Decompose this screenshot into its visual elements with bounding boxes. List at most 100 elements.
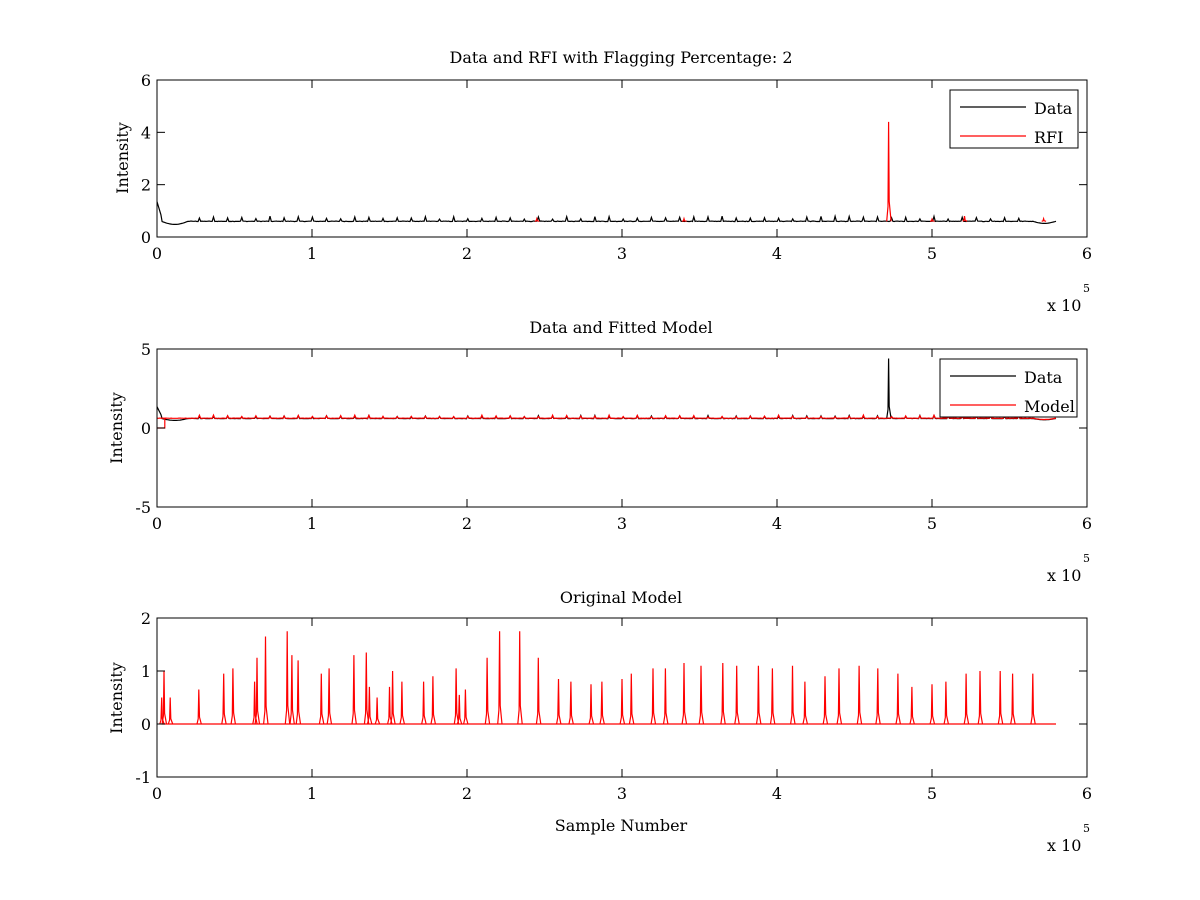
- panel-fitted-model-title: Data and Fitted Model: [529, 318, 712, 337]
- panel-rfi-xtick-label-2: 2: [462, 244, 472, 263]
- panel-original-model-series-model-spike-21: [421, 681, 427, 725]
- panel-rfi-ytick-label-3: 6: [141, 71, 151, 90]
- panel-rfi-series-rfi-spike-3: [681, 216, 687, 222]
- panel-original-model-series-model-spike-55: [977, 670, 984, 725]
- panel-fitted-model-xtick-label-0: 0: [152, 514, 162, 533]
- panel-original-model-xtick-label-1: 1: [307, 784, 317, 803]
- panel-rfi-xtick-label-4: 4: [772, 244, 782, 263]
- panel-original-model-xtick-label-5: 5: [927, 784, 937, 803]
- panel-original-model-series-model-spike-9: [284, 631, 291, 725]
- panel-original-model-series-model-spike-45: [802, 681, 808, 725]
- panel-original-model-series-model-spike-51: [909, 686, 915, 725]
- panel-original-model-series-model-spike-20: [399, 681, 405, 725]
- panel-original-model-series-model-spike-49: [875, 668, 881, 725]
- panel-rfi-xtick-label-5: 5: [927, 244, 937, 263]
- panel-fitted-model-ylabel: Intensity: [107, 392, 126, 464]
- panel-rfi-ytick-label-0: 0: [141, 228, 151, 247]
- panel-fitted-model-x-exponent-base: x 10: [1047, 566, 1081, 585]
- panel-rfi: Data and RFI with Flagging Percentage: 2…: [113, 48, 1092, 315]
- panel-original-model-series-model-spike-33: [599, 681, 605, 725]
- panel-original-model-series-model-spike-46: [822, 676, 829, 725]
- panel-original-model-series-model-spike-25: [463, 689, 469, 725]
- panel-original-model-series-model-spike-56: [997, 670, 1004, 725]
- panel-rfi-series-rfi-spike-1: [962, 216, 968, 222]
- panel-rfi-series-data: [157, 201, 1057, 225]
- panel-rfi-ytick-label-1: 2: [141, 176, 151, 195]
- panel-fitted-model-ytick-label-1: 0: [141, 419, 151, 438]
- panel-original-model: Original Model Intensity Sample Number 0…: [107, 588, 1092, 855]
- panel-original-model-series-model-spike-3: [196, 689, 202, 725]
- panel-original-model-series-model-spike-38: [681, 662, 688, 725]
- panel-original-model-ytick-label-0: -1: [135, 768, 151, 787]
- panel-original-model-series-model-spike-43: [769, 668, 776, 725]
- panel-original-model-ytick-label-1: 0: [141, 715, 151, 734]
- panel-rfi-legend-label-rfi: RFI: [1034, 128, 1063, 147]
- panel-original-model-series-model-spike-29: [535, 657, 542, 725]
- panel-rfi-xtick-label-3: 3: [617, 244, 627, 263]
- panel-original-model-series-model-spike-10: [289, 655, 295, 725]
- panel-original-model-plot-area: [159, 631, 1056, 725]
- panel-fitted-model-xtick-label-6: 6: [1082, 514, 1092, 533]
- panel-original-model-series-model-spike-12: [318, 673, 325, 725]
- panel-rfi-xtick-label-6: 6: [1082, 244, 1092, 263]
- panel-rfi-series-rfi-spike-0: [886, 121, 892, 222]
- panel-rfi-x-exponent-base: x 10: [1047, 296, 1081, 315]
- panel-rfi-legend: Data RFI: [949, 89, 1079, 149]
- panel-fitted-model-legend-label-data: Data: [1024, 368, 1063, 387]
- panel-original-model-series-model-spike-7: [254, 657, 261, 725]
- panel-original-model-series-model-spike-39: [698, 665, 705, 725]
- panel-original-model-series-model-spike-47: [836, 668, 843, 725]
- panel-original-model-series-model-spike-50: [895, 673, 901, 725]
- panel-rfi-series-rfi-spike-2: [534, 216, 540, 222]
- panel-original-model-series-model-spike-54: [963, 673, 970, 725]
- panel-original-model-x-exponent-base: x 10: [1047, 836, 1081, 855]
- panel-fitted-model-x-exponent-power: 5: [1083, 552, 1090, 565]
- panel-original-model-ylabel: Intensity: [107, 662, 126, 734]
- panel-original-model-series-model-spike-27: [497, 631, 503, 725]
- panel-fitted-model-xtick-label-2: 2: [462, 514, 472, 533]
- panel-fitted-model-xtick-label-1: 1: [307, 514, 317, 533]
- panel-original-model-series-model-spike-44: [790, 665, 796, 725]
- panel-original-model-series-model-spike-58: [1030, 673, 1036, 725]
- panel-original-model-series-model-spike-32: [588, 684, 595, 725]
- panel-rfi-xtick-label-1: 1: [307, 244, 317, 263]
- panel-rfi-title: Data and RFI with Flagging Percentage: 2: [449, 48, 792, 67]
- panel-original-model-series-model-spike-5: [230, 668, 236, 725]
- panel-original-model-series-model-spike-2: [167, 697, 174, 725]
- panel-original-model-series-model-spike-28: [517, 631, 523, 725]
- panel-original-model-series-model-spike-4: [221, 673, 227, 725]
- panel-original-model-series-model-spike-52: [929, 684, 936, 725]
- panel-original-model-title: Original Model: [560, 588, 682, 607]
- panel-original-model-series-model-spike-41: [734, 665, 740, 725]
- panel-original-model-series-model-spike-36: [650, 668, 657, 725]
- panel-rfi-x-exponent-power: 5: [1083, 282, 1090, 295]
- panel-original-model-series-model-spike-24: [456, 694, 463, 725]
- panel-fitted-model-legend-label-model: Model: [1024, 397, 1075, 416]
- panel-original-model-series-model-spike-16: [366, 686, 373, 725]
- panel-rfi-ylabel: Intensity: [113, 122, 132, 194]
- panel-rfi-plot-area: [157, 121, 1057, 225]
- panel-rfi-legend-box: [949, 89, 1079, 149]
- panel-fitted-model-plot-area: [157, 358, 1057, 429]
- panel-fitted-model-legend: Data Model: [939, 358, 1078, 418]
- panel-original-model-series-model-spike-57: [1010, 673, 1016, 725]
- panel-original-model-xtick-label-0: 0: [152, 784, 162, 803]
- panel-original-model-series-model-spike-26: [484, 657, 491, 725]
- panel-original-model-series-model-spike-13: [326, 668, 333, 725]
- panel-original-model-series-model-spike-22: [430, 676, 436, 725]
- panel-rfi-ytick-label-2: 4: [141, 123, 151, 142]
- panel-rfi-series-rfi-spike-4: [929, 217, 935, 222]
- panel-rfi-series-rfi-spike-5: [1041, 216, 1047, 222]
- panel-fitted-model-ytick-label-0: -5: [135, 498, 151, 517]
- panel-original-model-series-model-spike-17: [374, 697, 381, 725]
- panel-fitted-model-ytick-label-2: 5: [141, 340, 151, 359]
- panel-original-model-xlabel: Sample Number: [555, 816, 688, 835]
- panel-original-model-x-exponent-power: 5: [1083, 822, 1090, 835]
- panel-fitted-model-xtick-label-5: 5: [927, 514, 937, 533]
- panel-original-model-series-model-spike-14: [351, 655, 357, 725]
- panel-original-model-series-model-spike-40: [720, 662, 726, 725]
- panel-original-model-series-model-spike-8: [263, 636, 269, 725]
- panel-fitted-model-xtick-label-3: 3: [617, 514, 627, 533]
